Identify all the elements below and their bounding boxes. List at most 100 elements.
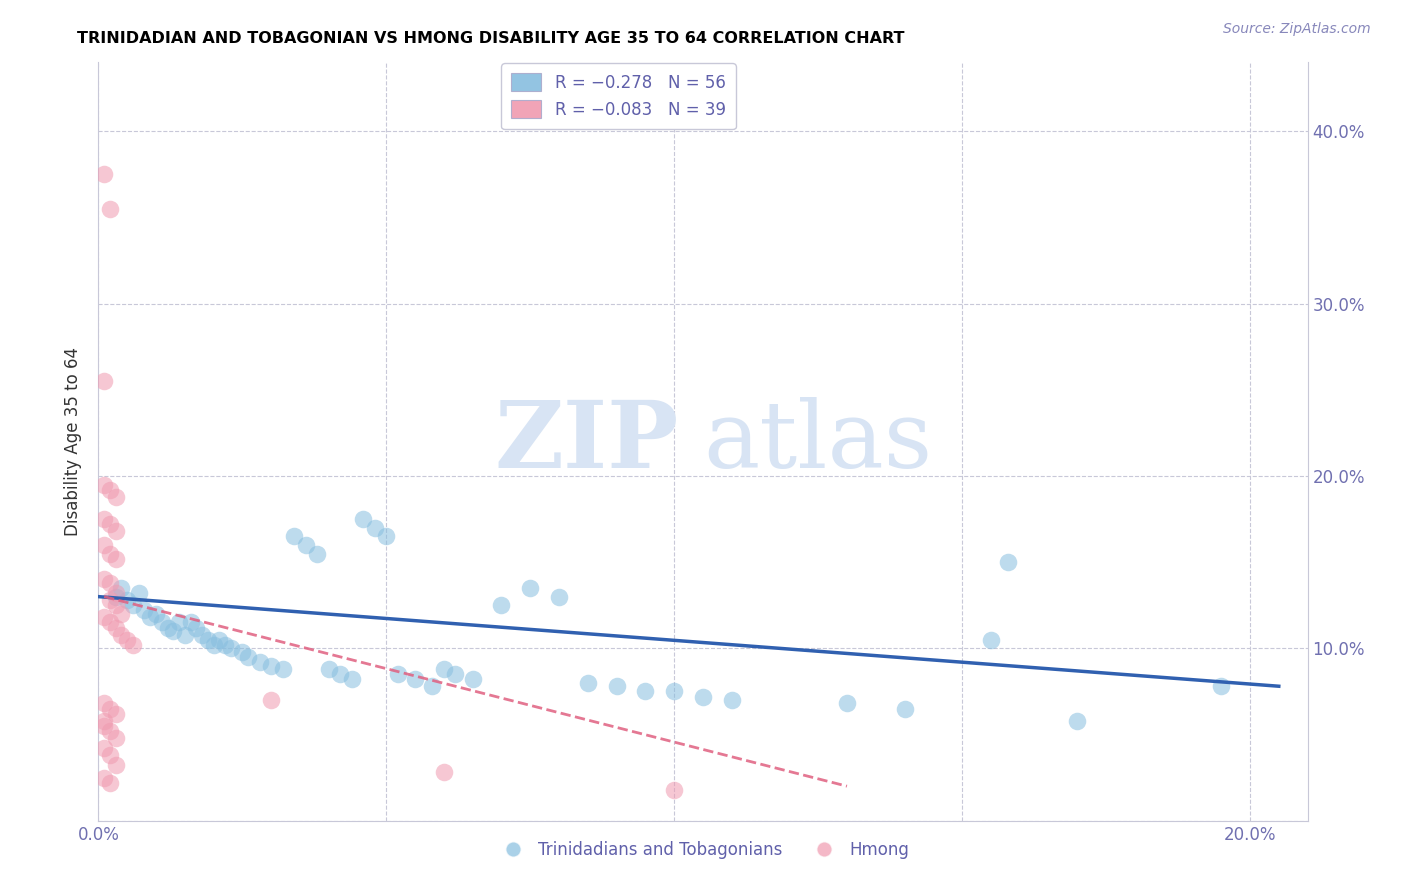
- Point: [461, 673, 484, 687]
- Point: [110, 581, 132, 595]
- Point: [104, 551, 127, 566]
- Point: [720, 693, 742, 707]
- Point: [93, 610, 115, 624]
- Point: [294, 538, 316, 552]
- Point: [236, 649, 259, 664]
- Point: [307, 547, 329, 561]
- Text: atlas: atlas: [703, 397, 932, 486]
- Point: [1211, 679, 1233, 693]
- Point: [104, 706, 127, 721]
- Point: [93, 477, 115, 491]
- Point: [186, 621, 208, 635]
- Point: [634, 684, 657, 698]
- Point: [422, 679, 444, 693]
- Point: [93, 771, 115, 785]
- Point: [93, 168, 115, 182]
- Point: [167, 615, 190, 630]
- Point: [375, 529, 398, 543]
- Point: [139, 610, 162, 624]
- Point: [576, 675, 599, 690]
- Point: [104, 586, 127, 600]
- Point: [893, 701, 915, 715]
- Point: [318, 662, 340, 676]
- Point: [162, 624, 184, 639]
- Point: [491, 599, 513, 613]
- Point: [249, 655, 271, 669]
- Point: [219, 641, 242, 656]
- Point: [340, 673, 363, 687]
- Point: [519, 581, 541, 595]
- Point: [98, 483, 121, 497]
- Point: [433, 662, 456, 676]
- Point: [93, 374, 115, 388]
- Point: [93, 719, 115, 733]
- Point: [128, 586, 150, 600]
- Point: [122, 599, 145, 613]
- Point: [104, 758, 127, 772]
- Point: [104, 490, 127, 504]
- Point: [93, 697, 115, 711]
- Point: [110, 607, 132, 621]
- Point: [98, 202, 121, 216]
- Point: [156, 621, 179, 635]
- Point: [548, 590, 571, 604]
- Point: [98, 615, 121, 630]
- Point: [364, 521, 387, 535]
- Point: [115, 593, 138, 607]
- Point: [997, 555, 1019, 569]
- Point: [404, 673, 426, 687]
- Point: [173, 627, 195, 641]
- Y-axis label: Disability Age 35 to 64: Disability Age 35 to 64: [65, 347, 83, 536]
- Point: [444, 667, 467, 681]
- Point: [664, 782, 686, 797]
- Point: [98, 748, 121, 763]
- Point: [352, 512, 374, 526]
- Point: [93, 512, 115, 526]
- Point: [98, 776, 121, 790]
- Point: [283, 529, 305, 543]
- Point: [110, 627, 132, 641]
- Point: [93, 714, 115, 728]
- Point: [115, 632, 138, 647]
- Point: [104, 524, 127, 538]
- Point: [231, 645, 253, 659]
- Point: [260, 693, 283, 707]
- Text: Source: ZipAtlas.com: Source: ZipAtlas.com: [1223, 22, 1371, 37]
- Point: [980, 632, 1002, 647]
- Point: [98, 575, 121, 590]
- Point: [197, 632, 219, 647]
- Point: [692, 690, 714, 704]
- Point: [271, 662, 294, 676]
- Point: [98, 724, 121, 739]
- Point: [104, 731, 127, 745]
- Point: [606, 679, 628, 693]
- Point: [191, 627, 214, 641]
- Point: [202, 638, 225, 652]
- Point: [134, 603, 156, 617]
- Point: [1066, 714, 1088, 728]
- Legend: Trinidadians and Tobagonians, Hmong: Trinidadians and Tobagonians, Hmong: [491, 834, 915, 865]
- Point: [104, 590, 127, 604]
- Point: [664, 684, 686, 698]
- Point: [93, 573, 115, 587]
- Point: [214, 638, 236, 652]
- Text: ZIP: ZIP: [495, 397, 679, 486]
- Text: TRINIDADIAN AND TOBAGONIAN VS HMONG DISABILITY AGE 35 TO 64 CORRELATION CHART: TRINIDADIAN AND TOBAGONIAN VS HMONG DISA…: [77, 31, 905, 46]
- Point: [260, 658, 283, 673]
- Point: [104, 599, 127, 613]
- Point: [104, 621, 127, 635]
- Point: [433, 765, 456, 780]
- Point: [93, 741, 115, 756]
- Point: [835, 697, 858, 711]
- Point: [93, 538, 115, 552]
- Point: [98, 517, 121, 532]
- Point: [387, 667, 409, 681]
- Point: [98, 701, 121, 715]
- Point: [122, 638, 145, 652]
- Point: [180, 615, 202, 630]
- Point: [150, 615, 173, 630]
- Point: [145, 607, 167, 621]
- Point: [98, 593, 121, 607]
- Point: [98, 547, 121, 561]
- Point: [329, 667, 352, 681]
